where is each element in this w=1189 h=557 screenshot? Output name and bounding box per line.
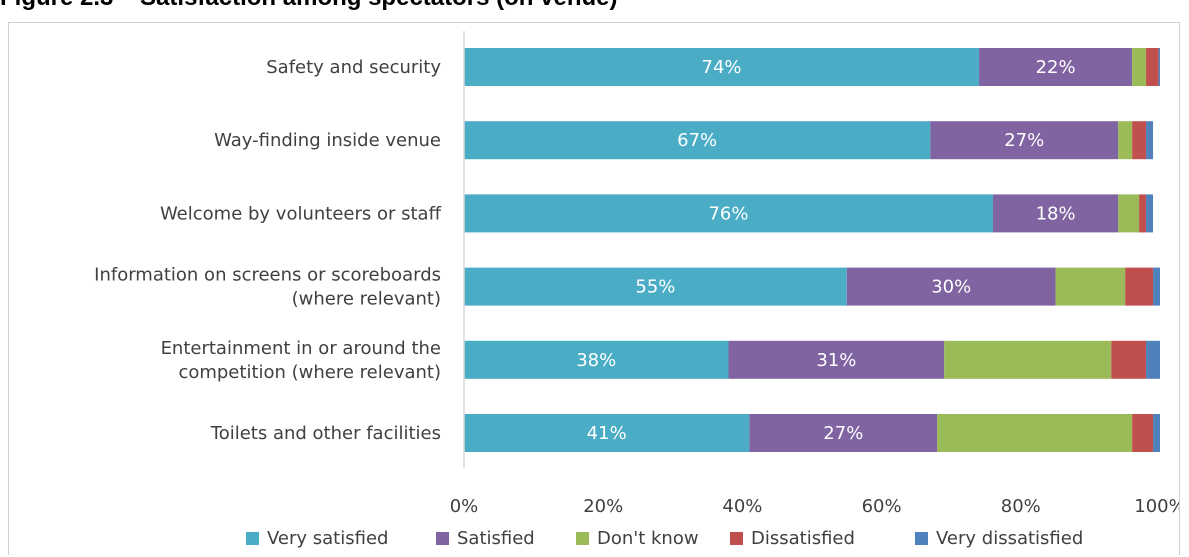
bar-segment [1146, 194, 1154, 233]
data-labels-group: 74% 22% 67% 27% 76% 18% 55% 30% 38% 31% 41% 27% [576, 57, 1075, 444]
bar-segment [979, 48, 1133, 86]
bar-segment [1153, 414, 1160, 452]
bar-segment [1139, 194, 1147, 233]
bar-segment [1118, 121, 1133, 160]
bar-segment [937, 414, 1133, 452]
data-label: 27% [1004, 130, 1044, 151]
bar-segment [1118, 194, 1140, 233]
data-label: 22% [1036, 57, 1076, 78]
bar-segment [1132, 48, 1147, 86]
category-label: Entertainment in or around the [161, 338, 441, 359]
data-label: 27% [823, 423, 863, 444]
bar-segment [930, 121, 1119, 160]
legend-swatch [246, 532, 259, 545]
data-label: 38% [576, 350, 616, 371]
legend-group: Very satisfied Satisfied Don't know Dissati… [246, 528, 1083, 549]
bar-segment [1153, 267, 1160, 306]
bar-segment [944, 340, 1112, 379]
data-label: 41% [587, 423, 627, 444]
x-tick-label: 100% [1134, 496, 1179, 517]
bar-segment [846, 267, 1056, 306]
data-label: 55% [635, 277, 675, 298]
data-label: 30% [931, 277, 971, 298]
chart-frame: 74% 22% 67% 27% 76% 18% 55% 30% 38% 31% 41% 27% Saf… [8, 22, 1180, 555]
legend-entry: Very dissatisfied [936, 528, 1083, 549]
bar-segment [1132, 121, 1147, 160]
legend-swatch [915, 532, 928, 545]
category-labels-group: Safety and security Way-finding inside ve… [94, 57, 441, 444]
legend-swatch [436, 532, 449, 545]
category-label: (where relevant) [292, 289, 441, 310]
bar-segment [464, 267, 847, 306]
bar-segment [1146, 340, 1160, 379]
bars-group [464, 48, 1160, 452]
category-label: Safety and security [266, 57, 441, 78]
bar-segment [1111, 340, 1147, 379]
figure-title: Figure 2.3 – Satisfaction among spectato… [0, 0, 617, 20]
category-label: Welcome by volunteers or staff [160, 203, 442, 224]
bar-segment [1158, 48, 1160, 86]
bar-segment [749, 414, 938, 452]
data-label: 31% [816, 350, 856, 371]
legend-swatch [730, 532, 743, 545]
legend-entry: Don't know [597, 528, 699, 549]
bar-segment [992, 194, 1119, 233]
bar-segment [464, 414, 750, 452]
bar-segment [464, 48, 980, 86]
bar-segment [1055, 267, 1126, 306]
legend-entry: Very satisfied [267, 528, 388, 549]
x-tick-label: 20% [583, 496, 623, 517]
legend-swatch [576, 532, 589, 545]
axis-group: 0% 20% 40% 60% 80% 100% [450, 31, 1179, 517]
data-label: 76% [708, 203, 748, 224]
category-label: Way-finding inside venue [214, 130, 441, 151]
bar-segment [464, 194, 993, 233]
legend-entry: Dissatisfied [751, 528, 855, 549]
category-label: Toilets and other facilities [210, 423, 441, 444]
bar-segment [1125, 267, 1154, 306]
bar-segment [1146, 48, 1159, 86]
bar-segment [464, 340, 729, 379]
bar-segment [728, 340, 945, 379]
x-tick-label: 0% [450, 496, 479, 517]
x-tick-label: 60% [862, 496, 902, 517]
bar-segment [464, 121, 931, 160]
category-label: competition (where relevant) [178, 362, 441, 383]
data-label: 18% [1036, 203, 1076, 224]
stacked-bar-chart: 74% 22% 67% 27% 76% 18% 55% 30% 38% 31% 41% 27% Saf… [94, 31, 1179, 549]
x-tick-label: 80% [1001, 496, 1041, 517]
bar-segment [1146, 121, 1154, 160]
category-label: Information on screens or scoreboards [94, 265, 441, 286]
data-label: 67% [677, 130, 717, 151]
x-tick-label: 40% [722, 496, 762, 517]
data-label: 74% [702, 57, 742, 78]
legend-entry: Satisfied [457, 528, 535, 549]
bar-segment [1132, 414, 1154, 452]
